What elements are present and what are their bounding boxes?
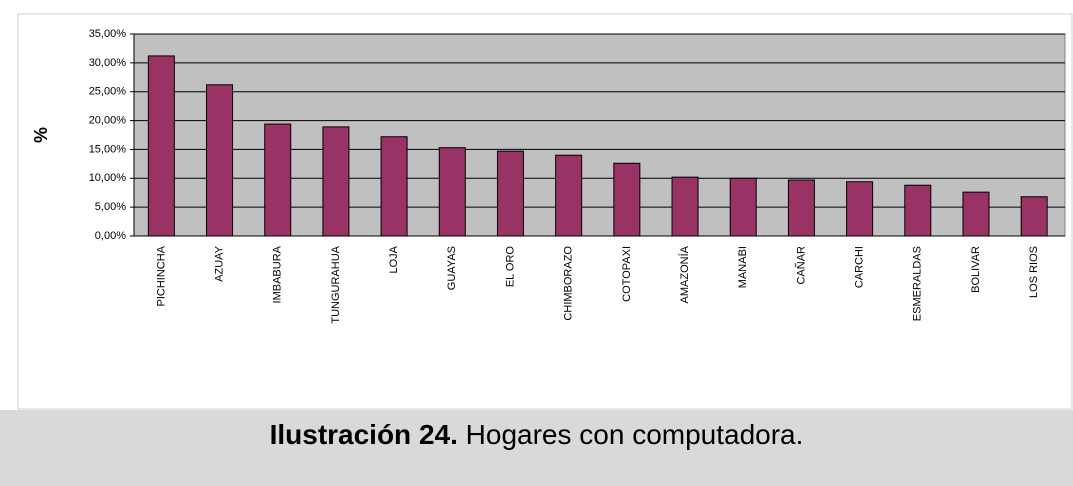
x-tick-label: CARCHI	[854, 246, 866, 288]
y-tick-label: 5,00%	[95, 201, 126, 213]
bar	[962, 191, 990, 237]
x-tick-label: AZUAY	[213, 245, 225, 282]
x-tick-label: BOLIVAR	[970, 246, 982, 293]
x-tick-label: AMAZONÍA	[678, 245, 691, 303]
bar	[147, 55, 175, 237]
y-axis-label: %	[31, 127, 51, 143]
x-tick-label: LOS RIOS	[1028, 246, 1040, 298]
y-tick-label: 35,00%	[89, 28, 127, 40]
bar	[206, 84, 234, 237]
y-tick-label: 10,00%	[89, 172, 127, 184]
caption: Ilustración 24. Hogares con computadora.	[0, 410, 1073, 486]
x-tick-label: CHIMBORAZO	[563, 246, 575, 321]
y-tick-label: 15,00%	[89, 143, 127, 155]
bar	[1020, 196, 1048, 237]
x-tick-label: MANABI	[737, 246, 749, 288]
caption-text: Hogares con computadora.	[465, 419, 804, 450]
bar	[555, 154, 583, 237]
caption-label: Ilustración 24.	[269, 419, 458, 450]
bar	[904, 184, 932, 237]
bar	[380, 136, 408, 237]
x-tick-label: EL ORO	[504, 246, 516, 288]
bar	[671, 176, 699, 237]
y-tick-label: 25,00%	[89, 86, 127, 98]
y-tick-label: 30,00%	[89, 57, 127, 69]
x-tick-label: TUNGURAHUA	[330, 245, 342, 323]
bar	[322, 126, 350, 237]
y-tick-label: 20,00%	[89, 114, 127, 126]
y-tick-label: 0,00%	[95, 230, 126, 242]
bar	[846, 181, 874, 237]
x-tick-label: CAÑAR	[794, 246, 807, 285]
x-tick-label: IMBABURA	[272, 245, 284, 303]
bar	[496, 150, 524, 237]
x-tick-label: COTOPAXI	[621, 246, 633, 302]
bar	[613, 162, 641, 237]
chart: % 0,00% 5,00% 10,00% 15,00% 20,00% 25,00% 30,0…	[17, 13, 1073, 410]
bar	[264, 123, 292, 237]
x-tick-label: LOJA	[388, 245, 400, 273]
x-tick-label: GUAYAS	[446, 246, 458, 290]
bar	[729, 177, 757, 237]
x-tick-label: ESMERALDAS	[912, 246, 924, 321]
x-tick-label: PICHINCHA	[155, 245, 167, 306]
bar	[438, 147, 466, 237]
bar	[787, 179, 815, 237]
